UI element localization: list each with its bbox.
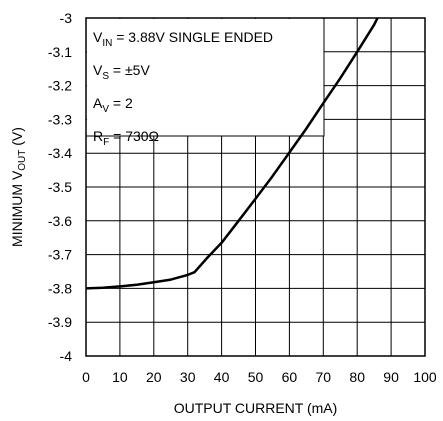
x-tick-label: 40 [214, 369, 230, 385]
x-axis-label: OUTPUT CURRENT (mA) [174, 400, 338, 416]
annotation-subscript: IN [102, 38, 112, 49]
x-tick-label: 100 [413, 369, 437, 385]
x-tick-label: 80 [349, 369, 365, 385]
x-tick-labels: 0 10 20 30 40 50 60 70 80 90 100 [82, 369, 437, 385]
y-tick-label: -3.9 [48, 314, 72, 330]
y-tick-label: -4 [60, 348, 73, 364]
y-tick-label: -3.4 [48, 145, 72, 161]
annotation-value: = 2 [109, 95, 133, 111]
y-tick-labels: -3 -3.1 -3.2 -3.3 -3.4 -3.5 -3.6 -3.7 -3.8 -3.9 -4 [48, 10, 72, 364]
y-tick-label: -3.8 [48, 280, 72, 296]
annotation-text: RF = 730Ω [93, 128, 159, 148]
annotation-value: = 3.88V SINGLE ENDED [112, 29, 273, 45]
y-tick-label: -3.1 [48, 44, 72, 60]
x-tick-label: 70 [316, 369, 332, 385]
y-axis-label-unit: (V) [9, 127, 25, 150]
y-axis-label-sub: OUT [17, 150, 28, 171]
y-tick-label: -3.6 [48, 213, 72, 229]
x-tick-label: 50 [248, 369, 264, 385]
y-tick-label: -3.5 [48, 179, 72, 195]
x-tick-label: 30 [180, 369, 196, 385]
annotation-value: = 730Ω [109, 128, 159, 144]
y-tick-label: -3 [60, 10, 73, 26]
y-axis-label-main: MINIMUM V [9, 170, 25, 247]
y-tick-label: -3.3 [48, 111, 72, 127]
x-tick-label: 20 [146, 369, 162, 385]
y-axis-label: MINIMUM VOUT (V) [9, 127, 28, 247]
x-tick-label: 90 [383, 369, 399, 385]
annotation-symbol: R [93, 128, 103, 144]
x-tick-label: 0 [82, 369, 90, 385]
x-tick-label: 60 [282, 369, 298, 385]
x-tick-label: 10 [112, 369, 128, 385]
annotation-value: = ±5V [109, 62, 150, 78]
y-tick-label: -3.2 [48, 78, 72, 94]
y-tick-label: -3.7 [48, 247, 72, 263]
